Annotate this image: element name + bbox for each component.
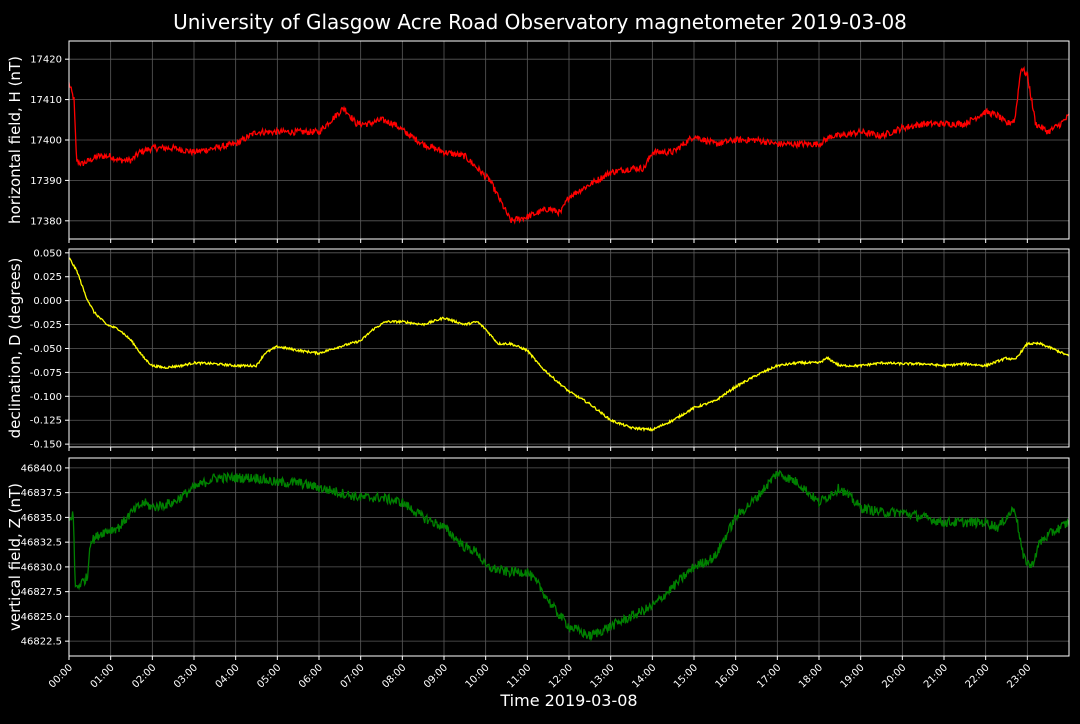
- y-tick-label: 17380: [30, 216, 62, 227]
- y-tick-label: 0.050: [33, 248, 62, 259]
- panel-2-series-line: [68, 257, 1070, 433]
- chart-title: University of Glasgow Acre Road Observat…: [173, 10, 907, 34]
- panel-1-grid: [68, 41, 1069, 239]
- y-tick-label: -0.125: [30, 416, 62, 427]
- y-tick-label: 17410: [30, 95, 62, 106]
- y-tick-label: 0.025: [33, 272, 62, 283]
- y-tick-label: 46832.5: [21, 538, 62, 549]
- y-tick-label: 46827.5: [21, 587, 62, 598]
- y-tick-label: 0.000: [33, 296, 62, 307]
- y-tick-label: -0.025: [30, 320, 62, 331]
- panel-1-series-line: [68, 66, 1070, 225]
- panel-3-series-line: [68, 469, 1070, 642]
- panel-1-y-axis-label: horizontal field, H (nT): [6, 56, 24, 224]
- y-tick-label: -0.050: [30, 344, 62, 355]
- y-tick-label: 46825.0: [21, 612, 62, 623]
- y-tick-label: 46822.5: [21, 637, 62, 648]
- y-tick-label: 46837.5: [21, 488, 62, 499]
- y-tick-label: -0.075: [30, 368, 62, 379]
- y-tick-label: 46835.0: [21, 513, 62, 524]
- panel-3-grid: [68, 458, 1069, 656]
- y-tick-label: 17390: [30, 176, 62, 187]
- panel-3-y-axis-label: vertical field, Z (nT): [6, 483, 24, 631]
- panel-2: -0.150 -0.125 -0.100 -0.075 -0.050 -0.025 0.00…: [6, 248, 1070, 451]
- panel-2-y-axis-label: declination, D (degrees): [6, 258, 24, 439]
- panel-1: 17380 17390 17400 17410 17420 horizontal fiel…: [6, 40, 1070, 243]
- panel-2-grid: [68, 249, 1069, 447]
- y-tick-label: 46840.0: [21, 463, 62, 474]
- y-tick-label: 17400: [30, 136, 62, 147]
- y-tick-label: 17420: [30, 55, 62, 66]
- x-axis-label: Time 2019-03-08: [499, 691, 637, 710]
- y-tick-label: -0.150: [30, 440, 62, 451]
- y-tick-label: -0.100: [30, 392, 62, 403]
- y-tick-label: 46830.0: [21, 562, 62, 573]
